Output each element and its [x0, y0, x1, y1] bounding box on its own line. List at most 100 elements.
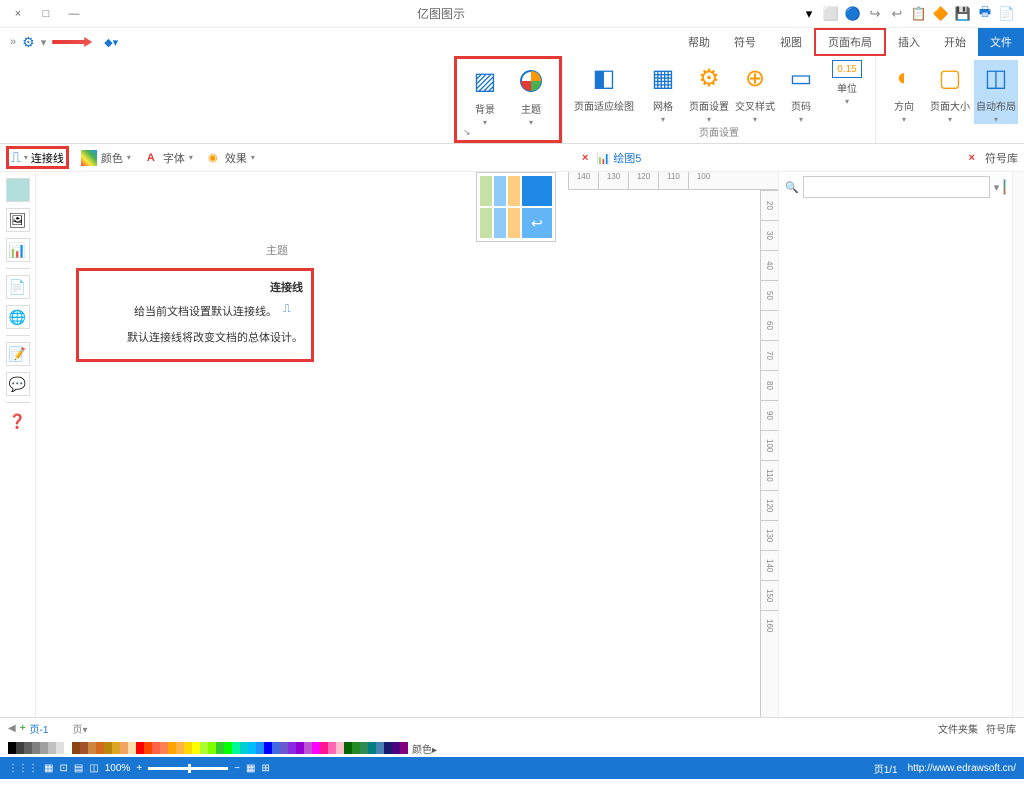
qat-square-icon[interactable]: ⬜ — [822, 5, 840, 23]
page-dropdown[interactable]: 页▾ — [72, 721, 87, 736]
qat-paste-icon[interactable]: 📋 — [910, 5, 928, 23]
color-swatch[interactable] — [288, 742, 296, 754]
connector-dropdown[interactable]: ⎍ ▾ 连接线 — [6, 146, 69, 169]
files-panel-toggle[interactable]: 文件夹集 — [938, 721, 978, 736]
status-icon-2[interactable]: ▦ — [246, 763, 255, 774]
grid-button[interactable]: ▦ 网格 ▾ — [641, 60, 685, 124]
color-swatch[interactable] — [144, 742, 152, 754]
add-page-button[interactable]: + — [20, 723, 26, 734]
note-tool-button[interactable]: 📝 — [6, 342, 30, 366]
tab-insert[interactable]: 插入 — [886, 28, 932, 56]
color-swatch[interactable] — [136, 742, 144, 754]
color-swatch[interactable] — [368, 742, 376, 754]
tab-view[interactable]: 视图 — [768, 28, 814, 56]
comment-tool-button[interactable]: 💬 — [6, 372, 30, 396]
color-swatch[interactable] — [272, 742, 280, 754]
tab-help[interactable]: 帮助 — [676, 28, 722, 56]
status-icon-1[interactable]: ⊞ — [261, 763, 269, 774]
qat-save-icon[interactable]: 💾 — [954, 5, 972, 23]
status-icon-6[interactable]: ▦ — [44, 763, 53, 774]
qat-undo-forward-icon[interactable]: ↪ — [866, 5, 884, 23]
color-swatch[interactable] — [120, 742, 128, 754]
color-swatch[interactable] — [16, 742, 24, 754]
text-tool-button[interactable]: 📄 — [6, 275, 30, 299]
zoom-out-button[interactable]: + — [136, 763, 142, 774]
color-swatch[interactable] — [352, 742, 360, 754]
symbol-search-input[interactable] — [803, 176, 990, 198]
color-swatch[interactable] — [176, 742, 184, 754]
color-swatch[interactable] — [232, 742, 240, 754]
symbols-panel-toggle[interactable]: 符号库 — [986, 721, 1016, 736]
page-size-button[interactable]: ▢ 页面大小 ▾ — [928, 60, 972, 124]
cross-style-button[interactable]: ⊕ 交叉样式 ▾ — [733, 60, 777, 124]
color-swatch[interactable] — [240, 742, 248, 754]
window-close-icon[interactable]: × — [10, 6, 26, 22]
color-swatch[interactable] — [128, 742, 136, 754]
tab-close-button[interactable]: × — [582, 152, 588, 164]
page-number-button[interactable]: ▭ 页码 ▾ — [779, 60, 823, 124]
color-swatch[interactable] — [152, 742, 160, 754]
direction-button[interactable]: ◐ 方向 ▾ — [882, 60, 926, 124]
color-swatch[interactable] — [168, 742, 176, 754]
color-swatch[interactable] — [64, 742, 72, 754]
zoom-slider[interactable] — [148, 767, 228, 770]
color-swatch[interactable] — [104, 742, 112, 754]
color-swatch[interactable] — [160, 742, 168, 754]
zoom-in-button[interactable]: − — [234, 763, 240, 774]
font-option[interactable]: A字体▾ — [143, 150, 193, 166]
color-swatch[interactable] — [80, 742, 88, 754]
tab-file[interactable]: 文件 — [978, 28, 1024, 56]
color-swatch[interactable] — [48, 742, 56, 754]
qat-undo-icon[interactable]: ↩ — [888, 5, 906, 23]
help-tool-button[interactable]: ❓ — [6, 409, 30, 433]
status-icon-4[interactable]: ▤ — [74, 763, 83, 774]
color-swatch[interactable] — [376, 742, 384, 754]
search-dropdown-icon[interactable]: ▾ — [994, 181, 1000, 194]
canvas[interactable]: 140130120110100 203040506070809010011012… — [36, 172, 778, 717]
help-dropdown-icon[interactable]: ◆▾ — [104, 36, 118, 49]
color-swatch[interactable] — [184, 742, 192, 754]
page-setup-button[interactable]: ⚙ 页面设置 ▾ — [687, 60, 731, 124]
status-icon-3[interactable]: ◫ — [89, 763, 98, 774]
color-swatch[interactable] — [56, 742, 64, 754]
status-icon-7[interactable]: ⋮⋮⋮ — [8, 763, 38, 774]
color-swatch[interactable] — [88, 742, 96, 754]
color-swatch[interactable] — [192, 742, 200, 754]
globe-tool-button[interactable]: 🌐 — [6, 305, 30, 329]
color-swatch[interactable] — [328, 742, 336, 754]
color-swatch[interactable] — [32, 742, 40, 754]
document-tab[interactable]: 📊 绘图5 — [596, 150, 641, 166]
search-icon[interactable]: 🔍 — [785, 181, 799, 194]
tab-page-layout[interactable]: 页面布局 — [814, 28, 886, 56]
status-url[interactable]: http://www.edrawsoft.cn/ — [908, 763, 1016, 774]
color-swatch[interactable] — [96, 742, 104, 754]
qat-redo-icon[interactable]: 🔵 — [844, 5, 862, 23]
color-swatch[interactable] — [336, 742, 344, 754]
color-swatch[interactable] — [296, 742, 304, 754]
symbol-lib-icon[interactable] — [1003, 179, 1006, 195]
color-swatch[interactable] — [256, 742, 264, 754]
color-bar-label[interactable]: 颜色▸ — [412, 741, 437, 756]
color-swatch[interactable] — [208, 742, 216, 754]
color-swatch[interactable] — [384, 742, 392, 754]
color-swatch[interactable] — [248, 742, 256, 754]
panel-close-button[interactable]: × — [969, 152, 975, 164]
window-max-icon[interactable]: □ — [38, 6, 54, 22]
settings-gear-icon[interactable]: ⚙ — [22, 34, 35, 51]
qat-diamond-icon[interactable]: 🔶 — [932, 5, 950, 23]
qat-print-icon[interactable]: 🖶 — [976, 5, 994, 23]
color-swatch[interactable] — [280, 742, 288, 754]
color-swatch[interactable] — [8, 742, 16, 754]
color-swatch[interactable] — [392, 742, 400, 754]
color-swatch[interactable] — [344, 742, 352, 754]
theme-button[interactable]: 主题 ▾ — [509, 63, 553, 127]
color-swatch[interactable] — [264, 742, 272, 754]
color-swatch[interactable] — [320, 742, 328, 754]
page-tab-1[interactable]: 页-1 — [30, 721, 49, 736]
color-swatch[interactable] — [400, 742, 408, 754]
color-swatch[interactable] — [312, 742, 320, 754]
color-swatch[interactable] — [360, 742, 368, 754]
color-swatch[interactable] — [24, 742, 32, 754]
color-swatch[interactable] — [304, 742, 312, 754]
color-swatch[interactable] — [200, 742, 208, 754]
